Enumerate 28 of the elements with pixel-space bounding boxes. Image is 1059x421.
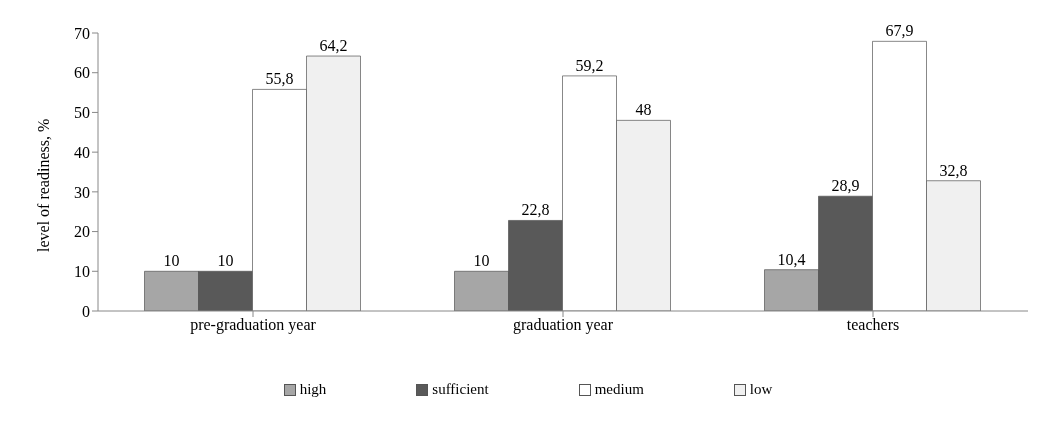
legend-label: high <box>299 381 327 398</box>
data-label: 22,8 <box>521 201 550 219</box>
x-tick-label: pre-graduation year <box>190 316 317 335</box>
x-tick-label: teachers <box>846 316 900 334</box>
data-label: 10 <box>163 252 180 270</box>
data-label: 10 <box>473 252 490 270</box>
y-tick-label: 0 <box>82 302 90 320</box>
y-tick-label: 20 <box>74 223 90 241</box>
y-tick-label: 70 <box>74 24 90 42</box>
data-label: 28,9 <box>831 177 860 195</box>
data-label: 10,4 <box>777 250 806 268</box>
y-tick-label: 60 <box>74 64 90 82</box>
legend-label: low <box>749 381 773 398</box>
data-label: 32,8 <box>939 161 968 179</box>
legend-label: medium <box>594 381 644 398</box>
legend-label: sufficient <box>432 381 489 398</box>
x-tick-label: graduation year <box>513 316 614 335</box>
data-label: 59,2 <box>575 56 604 74</box>
y-tick-label: 10 <box>74 262 90 280</box>
data-label: 48 <box>635 101 652 119</box>
y-tick-label: 40 <box>74 143 90 161</box>
data-label: 64,2 <box>319 37 348 55</box>
data-label: 55,8 <box>265 70 294 88</box>
data-label: 67,9 <box>885 22 914 40</box>
y-tick-label: 30 <box>74 183 90 201</box>
data-label: 10 <box>217 252 234 270</box>
y-axis-title: level of readiness, % <box>34 118 52 252</box>
y-tick-label: 50 <box>74 104 90 122</box>
